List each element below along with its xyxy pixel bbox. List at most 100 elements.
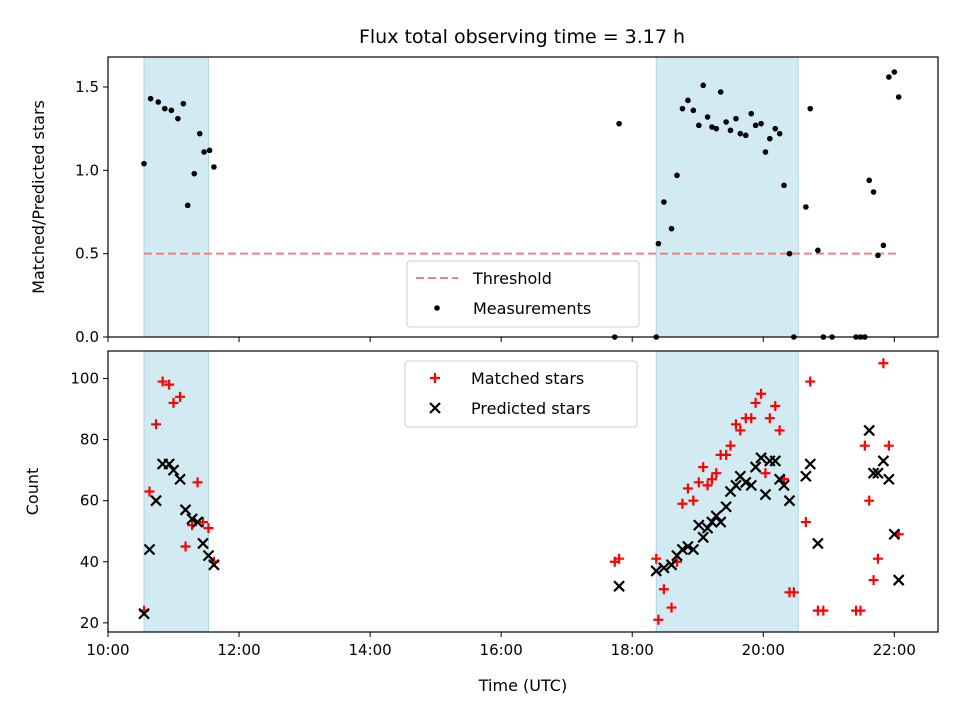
matched-star-point <box>788 587 799 598</box>
predicted-star-point <box>710 510 723 522</box>
matched-star-point <box>677 498 688 509</box>
matched-star-point <box>864 495 875 506</box>
chart-title: Flux total observing time = 3.17 h <box>359 26 685 48</box>
count-panel: 20 40 60 80 100 10:00 12:00 14:00 16:00 18:00 20:0… <box>23 350 939 695</box>
predicted-star-point <box>687 543 700 556</box>
y-tick-label: 1.5 <box>75 78 99 96</box>
measurement-point <box>880 242 887 249</box>
measurement-point <box>668 225 675 232</box>
matched-star-point <box>872 553 883 564</box>
x-tick-label: 20:00 <box>742 641 785 659</box>
x-axis-label: Time (UTC) <box>478 676 567 695</box>
predicted-star-point <box>167 464 180 476</box>
matched-star-point <box>168 397 179 408</box>
measurement-point <box>891 69 898 75</box>
predicted-star-point <box>872 467 884 479</box>
measurement-point <box>616 120 622 127</box>
measurement-point <box>803 204 809 210</box>
measurement-point <box>155 99 162 105</box>
measurement-point <box>733 115 739 122</box>
matched-star-point <box>725 440 736 451</box>
matched-star-point <box>770 400 781 411</box>
predicted-star-point <box>755 452 767 464</box>
predicted-star-point <box>174 473 186 486</box>
measurement-point <box>781 182 787 189</box>
x-tick-label: 14:00 <box>348 641 391 659</box>
matched-star-point <box>651 553 662 564</box>
measurement-point <box>748 110 755 117</box>
measurement-point <box>723 119 729 125</box>
measurement-point <box>895 94 902 100</box>
measurement-point <box>704 114 711 120</box>
measurement-point <box>870 189 877 195</box>
x-tick-label: 22:00 <box>873 641 916 659</box>
measurement-point <box>875 252 881 259</box>
measurement-point <box>717 89 724 95</box>
x-tick-label: 16:00 <box>480 641 523 659</box>
matched-star-point <box>175 391 186 402</box>
matched-star-point <box>868 575 879 586</box>
matched-star-point <box>800 517 811 528</box>
predicted-star-point <box>191 516 204 528</box>
matched-star-point <box>746 413 757 424</box>
measurement-point <box>180 100 187 107</box>
predicted-star-point <box>697 531 709 544</box>
predicted-star-point <box>730 479 742 492</box>
matched-star-point <box>859 440 870 451</box>
matched-star-point <box>805 376 816 387</box>
predicted-star-point <box>883 473 895 486</box>
measurement-point <box>713 125 720 132</box>
matched-star-point <box>614 553 625 564</box>
predicted-star-point <box>749 461 762 473</box>
legend-label: Matched stars <box>471 369 584 388</box>
measurement-point <box>211 164 217 170</box>
predicted-star-point <box>888 528 901 541</box>
matched-star-point <box>192 477 203 488</box>
measurement-point <box>206 147 213 154</box>
predicted-star-point <box>138 607 150 620</box>
y-axis-label: Count <box>23 468 42 516</box>
matched-star-point <box>180 541 191 552</box>
measurement-point <box>700 82 706 89</box>
predicted-star-point <box>706 516 718 528</box>
matched-star-point <box>711 468 722 479</box>
measurement-point <box>807 105 814 112</box>
matched-star-point <box>855 605 866 616</box>
predicted-star-point <box>197 537 209 550</box>
axes-frame <box>107 350 939 633</box>
matched-star-point <box>750 397 761 408</box>
measurement-point <box>776 130 783 137</box>
ratio-panel: 0.0 0.5 1.0 1.5 Matched/Predicted stars Thres… <box>29 56 939 346</box>
predicted-star-point <box>745 479 758 492</box>
predicted-star-point <box>693 519 705 531</box>
matched-star-point <box>735 425 746 436</box>
matched-star-point <box>164 379 175 390</box>
matched-star-point <box>756 388 767 399</box>
x-tick-label: 10:00 <box>86 641 129 659</box>
predicted-star-point <box>658 562 670 574</box>
predicted-star-point <box>150 494 162 507</box>
predicted-star-point <box>682 540 694 553</box>
legend-predicted-swatch <box>429 402 441 414</box>
predicted-star-point <box>867 467 880 479</box>
matched-star-point <box>760 468 771 479</box>
measurement-point <box>742 132 749 139</box>
matched-star-point <box>774 425 785 436</box>
predicted-star-point <box>665 559 678 571</box>
legend-box <box>404 360 638 428</box>
observing-band-2 <box>655 56 799 338</box>
predicted-star-point <box>143 543 156 556</box>
predicted-star-point <box>186 513 198 525</box>
measurement-point <box>866 177 872 184</box>
legend-box <box>406 260 640 328</box>
predicted-star-point <box>202 549 215 562</box>
predicted-star-point <box>773 473 786 486</box>
measurement-point <box>690 107 697 114</box>
y-tick-label: 80 <box>80 431 99 449</box>
legend: Matched stars Predicted stars <box>404 360 638 428</box>
legend-measurement-swatch <box>434 305 440 311</box>
y-tick-label: 20 <box>80 614 99 632</box>
matched-star-point <box>764 413 775 424</box>
measurement-point <box>752 122 759 129</box>
matched-star-point <box>818 605 829 616</box>
